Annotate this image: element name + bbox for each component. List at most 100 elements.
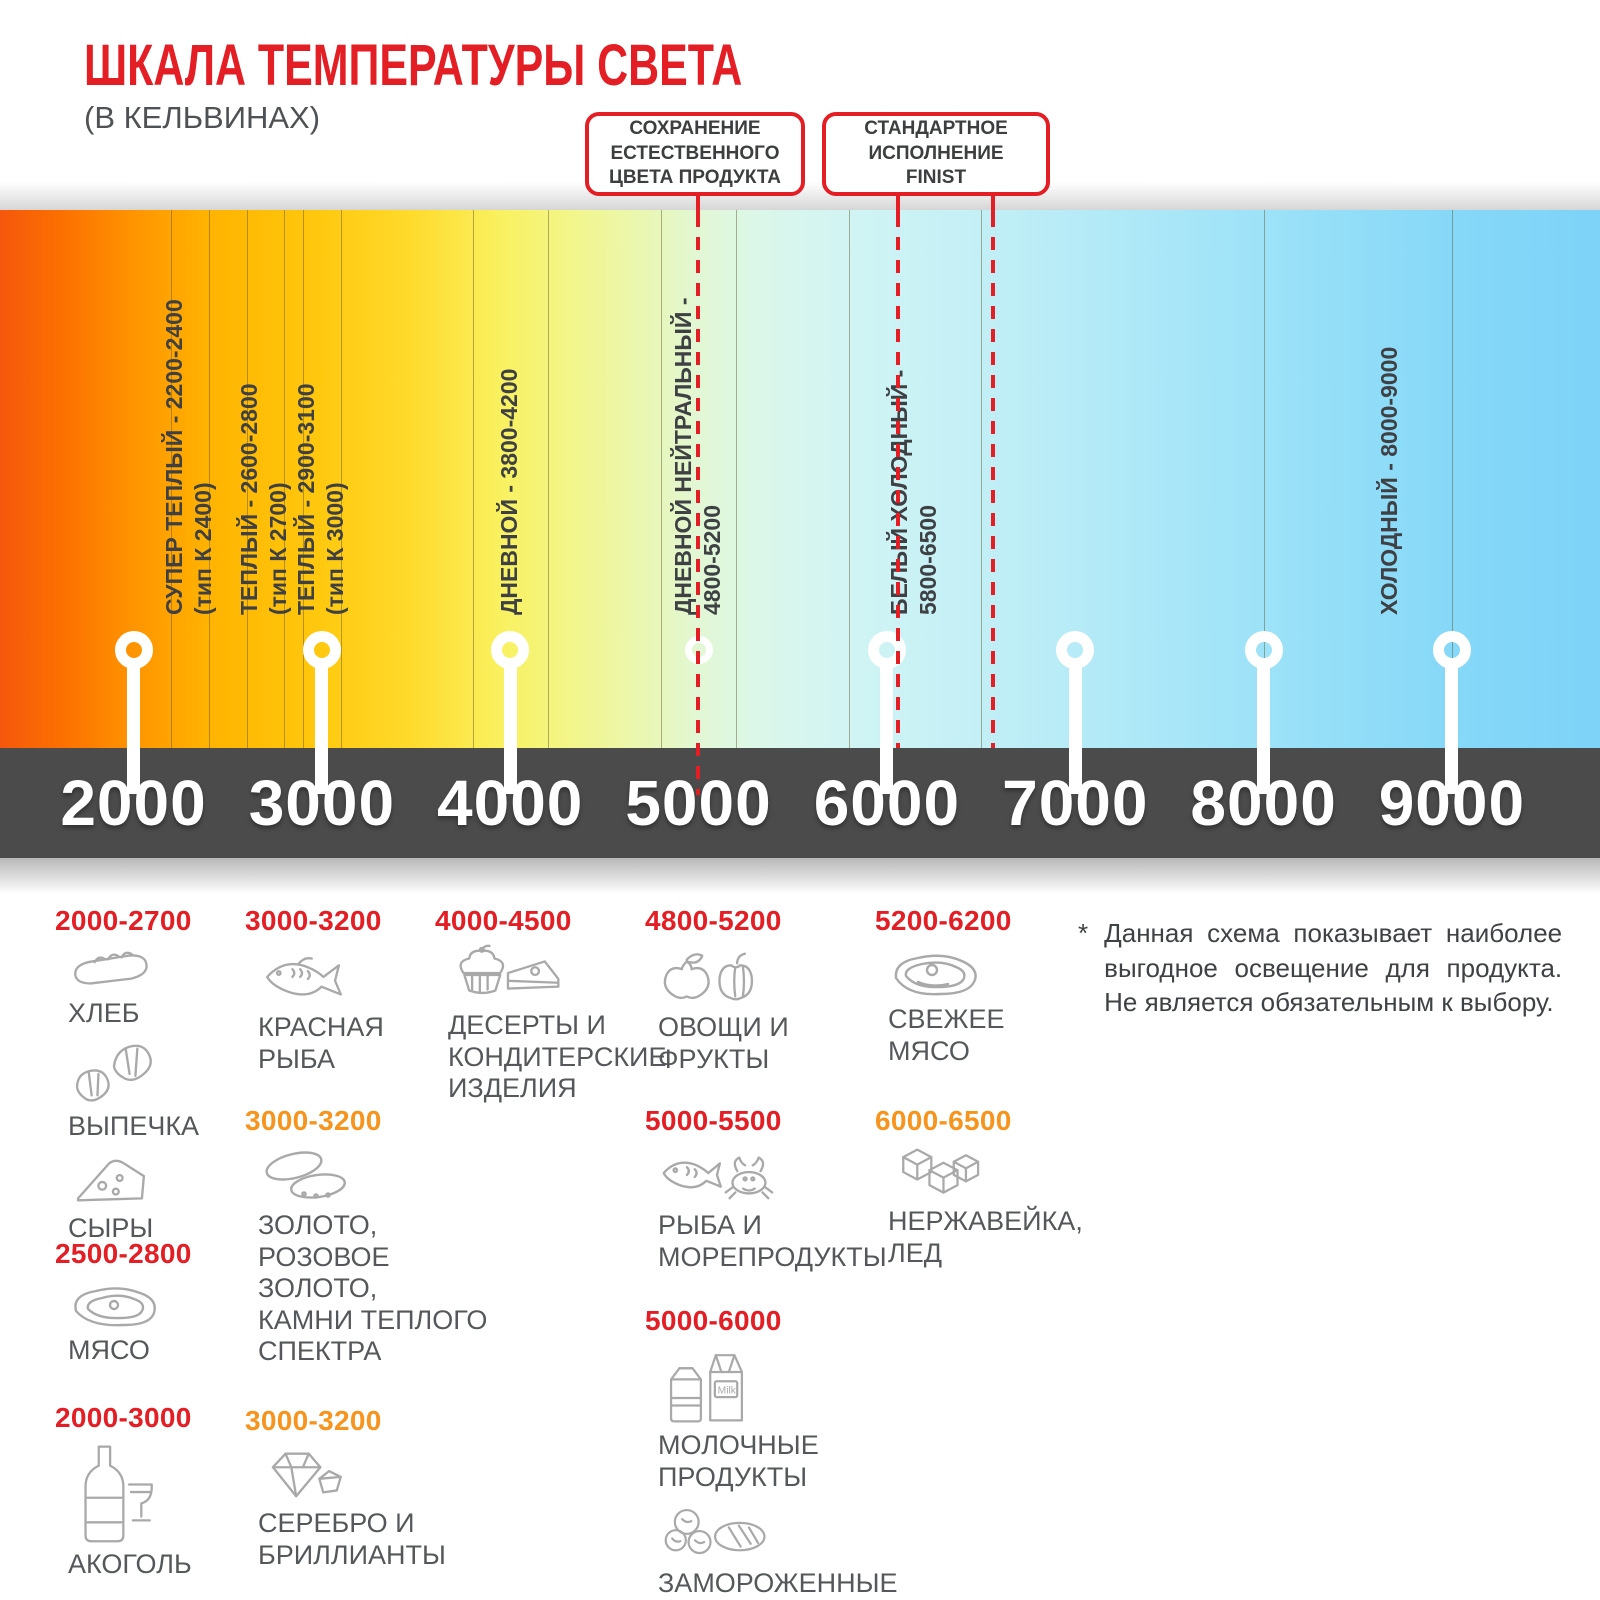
legend-item: НЕРЖАВЕЙКА, ЛЕД [875, 1144, 1105, 1269]
zone-label: ДНЕВНОЙ - 3800-4200 [495, 185, 525, 615]
legend-group: 2000-3000 АКОГОЛЬ [55, 1402, 240, 1581]
range-label: 3000-3200 [245, 905, 382, 936]
item-label: РЫБА И МОРЕПРОДУКТЫ [658, 1210, 887, 1272]
item-label: ЗАМОРОЖЕННЫЕ ПОЛУФАБРИКАТЫ [658, 1568, 898, 1600]
legend-item: ВЫПЕЧКА [55, 1037, 240, 1143]
vegetables-icon [658, 944, 955, 1008]
legend-item: КРАСНАЯ РЫБА [245, 944, 505, 1075]
legend-item: МЯСО [55, 1277, 240, 1367]
legend-item: СВЕЖЕЕ МЯСО [875, 944, 1105, 1067]
diamond-icon [258, 1444, 505, 1504]
zone-label-text: ТЕПЛЫЙ - 2600-2800 [236, 383, 263, 615]
rings-icon [258, 1144, 505, 1206]
page-subtitle: (В КЕЛЬВИНАХ) [84, 100, 321, 135]
range-label: 2000-2700 [55, 905, 192, 936]
zone-label-subtext: 5800-6500 [915, 505, 942, 615]
item-label: МЯСО [68, 1335, 150, 1365]
frozen-icon [658, 1500, 955, 1564]
zone-label-subtext: 4800-5200 [698, 505, 725, 615]
dairy-icon: Milk [658, 1344, 955, 1426]
zone-boundary-line [303, 210, 304, 748]
range-label: 2500-2800 [55, 1238, 192, 1269]
red-dashed-guide [696, 214, 700, 795]
legend-item: СЕРЕБРО И БРИЛЛИАНТЫ [245, 1444, 505, 1571]
zone-label: ХОЛОДНЫЙ - 8000-9000 [1375, 185, 1405, 615]
item-label: ДЕСЕРТЫ И КОНДИТЕРСКИЕ ИЗДЕЛИЯ [448, 1010, 667, 1104]
item-label: СЫРЫ [68, 1213, 154, 1244]
zone-label-subtext: (тип К 3000) [321, 482, 348, 615]
zone-boundary-line [547, 210, 549, 748]
range-label: 3000-3200 [245, 1405, 382, 1436]
zone-label: ТЕПЛЫЙ - 2900-3100 (тип К 3000) [292, 185, 352, 615]
range-label: 4000-4500 [435, 905, 572, 936]
zone-label: СУПЕР ТЕПЛЫЙ - 2200-2400 (тип К 2400) [160, 185, 220, 615]
zone-label-text: ДНЕВНОЙ НЕЙТРАЛЬНЫЙ - [669, 297, 696, 616]
legend-item: ЗАМОРОЖЕННЫЕ ПОЛУФАБРИКАТЫ [645, 1500, 955, 1600]
zone-boundary-line [246, 210, 248, 748]
fresh-meat-icon [888, 944, 1105, 1000]
zone-label: ТЕПЛЫЙ - 2600-2800 (тип К 2700) [235, 185, 295, 615]
callout-natural-color: СОХРАНЕНИЕ ЕСТЕСТВЕННОГО ЦВЕТА ПРОДУКТА [585, 112, 805, 196]
legend-group: 2500-2800 МЯСО [55, 1238, 240, 1367]
zone-boundary-line [472, 210, 474, 748]
legend-group: 3000-3200 ЗОЛОТО, РОЗОВОЕ ЗОЛОТО, КАМНИ Т… [245, 1105, 505, 1368]
croissant-icon [68, 1037, 240, 1107]
range-label: 6000-6500 [875, 1105, 1012, 1136]
legend-group: 4800-5200 ОВОЩИ И ФРУКТЫ [645, 905, 955, 1075]
cheese-icon [68, 1149, 240, 1209]
legend-group: 6000-6500 НЕРЖАВЕЙКА, ЛЕД [875, 1105, 1105, 1269]
zone-boundary-line [660, 210, 662, 748]
zone-label-subtext: (тип К 2700) [265, 482, 292, 615]
alcohol-icon [68, 1441, 240, 1545]
zone-label: БЕЛЫЙ ХОЛОДНЫЙ -5800-6500 [885, 185, 945, 615]
seafood-icon [658, 1144, 955, 1206]
zone-label-text: ХОЛОДНЫЙ - 8000-9000 [1375, 346, 1402, 615]
item-label: АКОГОЛЬ [68, 1549, 192, 1579]
legend-item: ЗОЛОТО, РОЗОВОЕ ЗОЛОТО, КАМНИ ТЕПЛОГО СП… [245, 1144, 505, 1368]
zone-label-text: ТЕПЛЫЙ - 2900-3100 [292, 383, 319, 615]
bread-icon [68, 944, 240, 994]
dessert-icon [448, 944, 655, 1006]
red-dashed-guide [991, 214, 995, 748]
marker-stem [1068, 660, 1082, 794]
footnote: * Данная схема показывает наиболее выгод… [1078, 916, 1572, 1020]
zone-boundary-line [981, 210, 983, 748]
page-title: ШКАЛА ТЕМПЕРАТУРЫ СВЕТА [84, 33, 743, 98]
legend-group: 5000-6000 Milk МОЛОЧНЫЕ ПРОДУКТЫ ЗАМОРОЖЕНН… [645, 1305, 955, 1600]
zone-label-text: СУПЕР ТЕПЛЫЙ - 2200-2400 [161, 299, 187, 615]
callout-leader-line [896, 190, 900, 214]
zone-boundary-line [1263, 210, 1265, 748]
legend-group: 5000-5500 РЫБА И МОРЕПРОДУКТЫ [645, 1105, 955, 1273]
item-label: СЕРЕБРО И БРИЛЛИАНТЫ [258, 1508, 446, 1570]
legend-item: ДЕСЕРТЫ И КОНДИТЕРСКИЕ ИЗДЕЛИЯ [435, 944, 667, 1105]
item-label: МОЛОЧНЫЕ ПРОДУКТЫ [658, 1430, 819, 1492]
temperature-gradient-band: СУПЕР ТЕПЛЫЙ - 2200-2400 (тип К 2400) ТЕПЛ… [0, 210, 1600, 748]
range-label: 4800-5200 [645, 905, 782, 936]
callout-leader-line [991, 190, 995, 214]
zone-boundary-line [171, 210, 173, 748]
legend-item: ОВОЩИ И ФРУКТЫ [645, 944, 955, 1075]
marker-stem [503, 660, 517, 794]
marker-stem [1257, 660, 1271, 794]
zone-boundary-line [1451, 210, 1453, 748]
kelvin-axis: 2000 3000 4000 5000 6000 7000 8000 9000 [0, 748, 1600, 858]
range-label: 5200-6200 [875, 905, 1012, 936]
legend-item: ХЛЕБ [55, 944, 240, 1030]
item-label: ВЫПЕЧКА [68, 1110, 200, 1141]
legend-item: АКОГОЛЬ [55, 1441, 240, 1581]
marker-stem [1445, 660, 1459, 794]
item-label: СВЕЖЕЕ МЯСО [888, 1004, 1005, 1066]
legend-group: 4000-4500 ДЕСЕРТЫ И КОНДИТЕРСКИЕ ИЗДЕЛИЯ [435, 905, 667, 1105]
legend-group: 3000-3200 КРАСНАЯ РЫБА [245, 905, 505, 1075]
callout-leader-line [696, 190, 700, 214]
red-dashed-guide [896, 214, 900, 748]
legend-item: Milk МОЛОЧНЫЕ ПРОДУКТЫ [645, 1344, 955, 1493]
zone-label-subtext: (тип К 2400) [189, 482, 216, 615]
range-label: 2000-3000 [55, 1402, 192, 1433]
item-label: КРАСНАЯ РЫБА [258, 1012, 384, 1074]
legend-item: СЫРЫ [55, 1149, 240, 1245]
item-label: ОВОЩИ И ФРУКТЫ [658, 1012, 789, 1074]
marker-stem [127, 660, 140, 794]
range-label: 3000-3200 [245, 1105, 382, 1136]
